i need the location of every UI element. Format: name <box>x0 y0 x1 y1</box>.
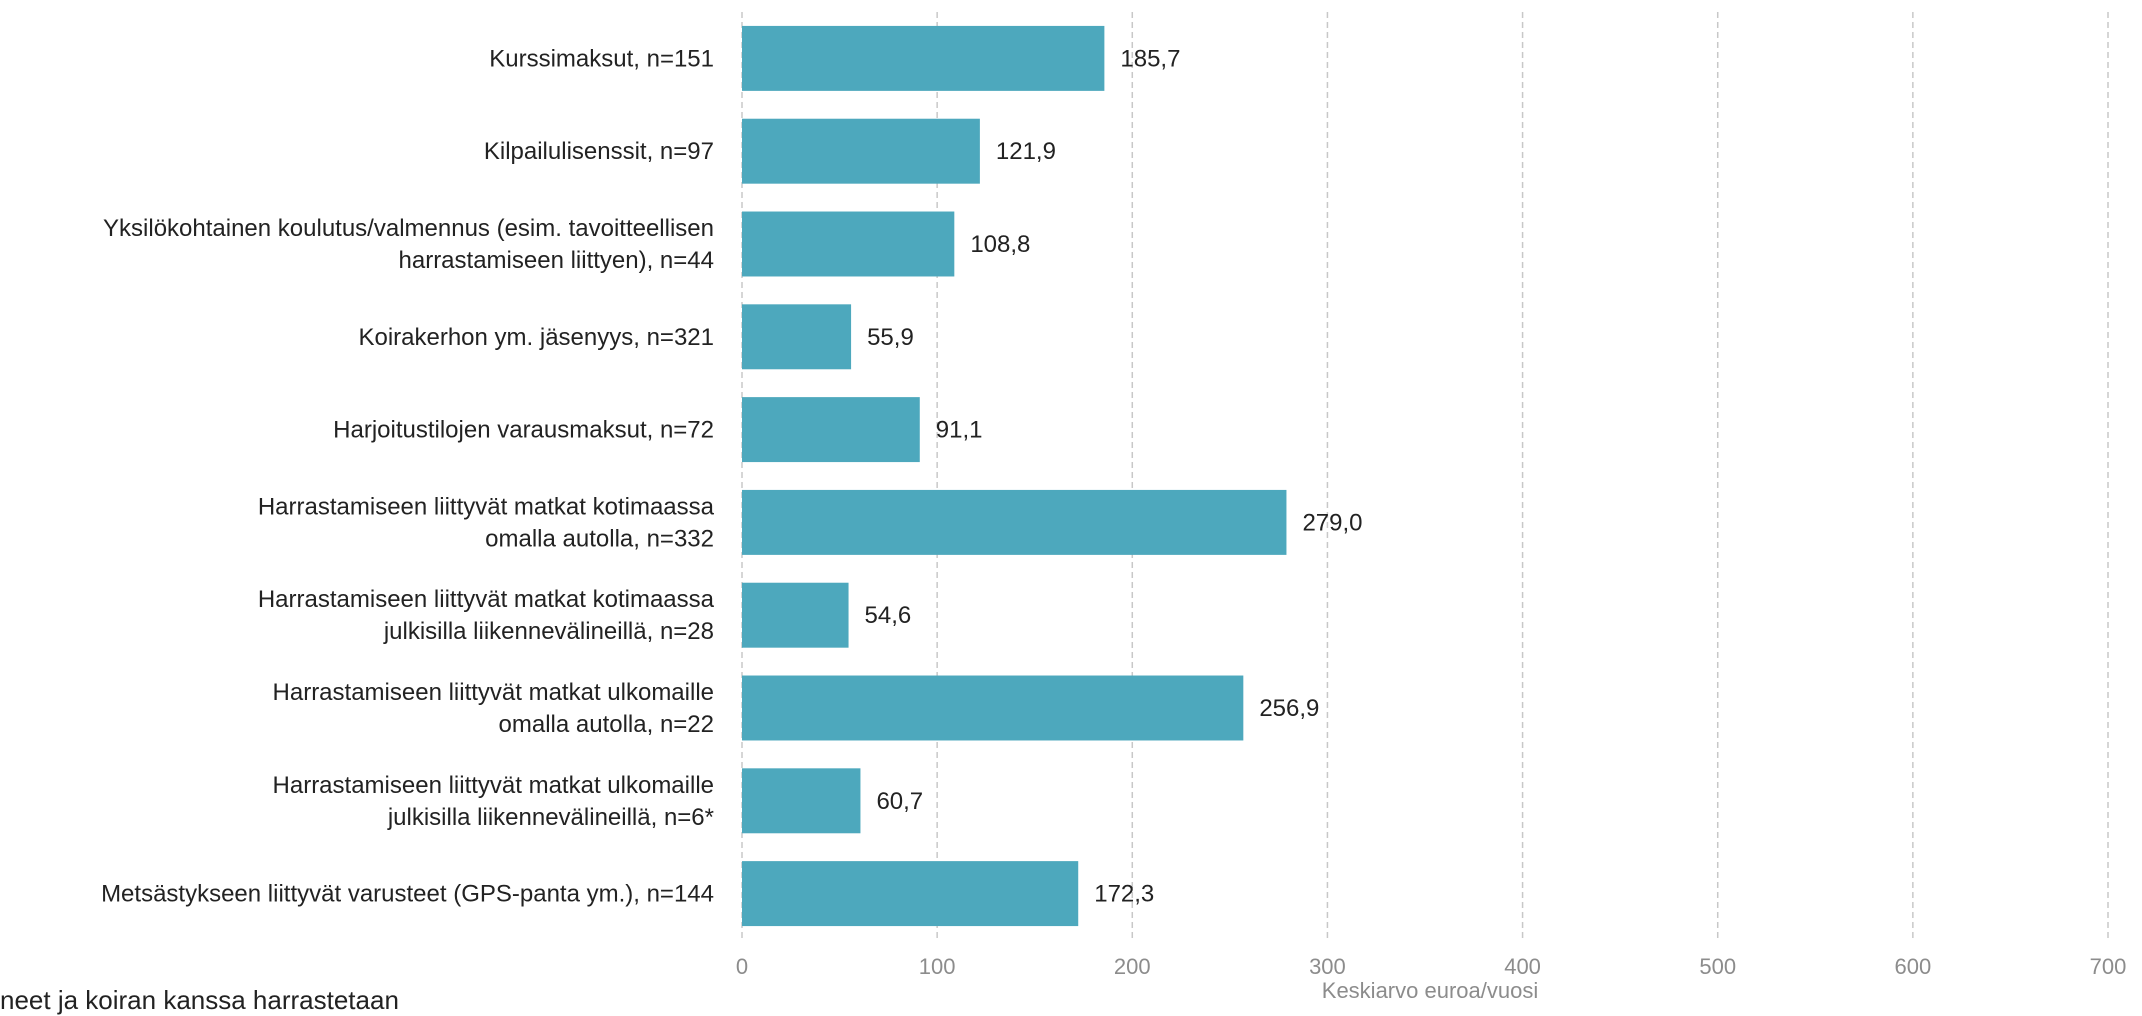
value-label: 108,8 <box>970 231 1030 258</box>
bar <box>742 861 1079 927</box>
bar <box>742 304 852 370</box>
x-tick-label: 100 <box>919 954 956 979</box>
x-tick-label: 300 <box>1309 954 1346 979</box>
value-label: 185,7 <box>1120 45 1180 72</box>
bar <box>742 211 955 277</box>
bar <box>742 768 861 834</box>
category-label: Yksilökohtainen koulutus/valmennus (esim… <box>103 215 714 274</box>
category-label: Harrastamiseen liittyvät matkat ulkomail… <box>273 679 714 738</box>
value-label: 60,7 <box>876 788 923 815</box>
value-label: 279,0 <box>1302 509 1362 536</box>
category-label: Kilpailulisenssit, n=97 <box>484 138 714 165</box>
x-tick-labels: 0 100 200 300 400 500 600 700 <box>736 954 2126 979</box>
category-label: Harrastamiseen liittyvät matkat ulkomail… <box>273 772 714 831</box>
bar <box>742 675 1244 741</box>
x-tick-label: 500 <box>1699 954 1736 979</box>
category-labels: Kurssimaksut, n=151 Kilpailulisenssit, n=… <box>101 45 715 907</box>
bar <box>742 25 1105 91</box>
bar <box>742 118 980 184</box>
x-axis-title: Keskiarvo euroa/vuosi <box>1322 978 1538 1001</box>
category-label: Harrastamiseen liittyvät matkat kotimaas… <box>258 493 715 552</box>
category-label: Harrastamiseen liittyvät matkat kotimaas… <box>258 586 715 645</box>
bar <box>742 582 849 648</box>
value-label: 55,9 <box>867 324 914 351</box>
value-label: 54,6 <box>865 602 912 629</box>
category-label: Koirakerhon ym. jäsenyys, n=321 <box>358 324 714 351</box>
value-labels: 185,7 121,9 108,8 55,9 91,1 279,0 54,6 256,9 60,… <box>865 45 1363 907</box>
bars <box>742 25 1287 927</box>
x-tick-label: 200 <box>1114 954 1151 979</box>
category-label: Kurssimaksut, n=151 <box>489 45 714 72</box>
value-label: 121,9 <box>996 138 1056 165</box>
value-label: 256,9 <box>1259 695 1319 722</box>
x-tick-label: 700 <box>2090 954 2127 979</box>
value-label: 91,1 <box>936 417 983 444</box>
bar <box>742 489 1287 555</box>
category-label: Metsästykseen liittyvät varusteet (GPS-p… <box>101 881 714 908</box>
x-tick-label: 400 <box>1504 954 1541 979</box>
bar <box>742 397 920 463</box>
value-label: 172,3 <box>1094 881 1154 908</box>
x-tick-label: 600 <box>1894 954 1931 979</box>
x-tick-label: 0 <box>736 954 748 979</box>
category-label: Harjoitustilojen varausmaksut, n=72 <box>333 417 714 444</box>
